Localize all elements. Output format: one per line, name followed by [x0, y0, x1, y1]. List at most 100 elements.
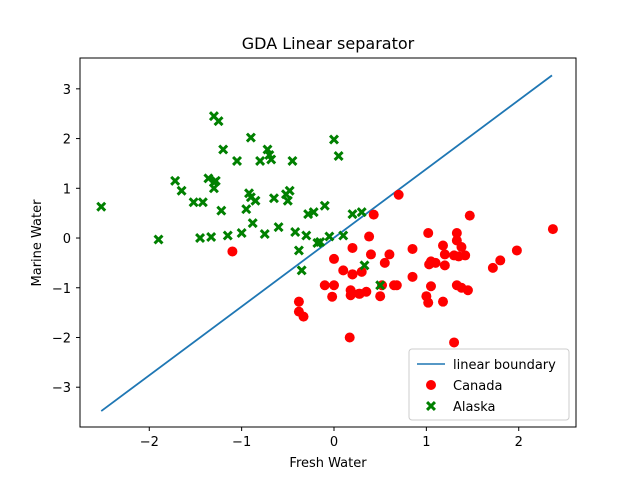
canada-point	[423, 297, 434, 308]
canada-point	[347, 269, 358, 280]
y-tick-label: 1	[63, 182, 71, 197]
alaska-point	[266, 154, 277, 165]
chart-title: GDA Linear separator	[242, 34, 415, 53]
alaska-point	[218, 144, 229, 155]
canada-point	[439, 249, 450, 260]
alaska-point	[329, 134, 339, 145]
legend-label-canada: Canada	[453, 379, 502, 394]
y-tick-label: 0	[63, 232, 71, 247]
y-axis: −3 −2 −1 0 1 2 3	[52, 83, 80, 396]
alaska-point	[356, 207, 367, 218]
canada-point	[293, 296, 304, 307]
canada-point	[449, 250, 460, 261]
canada-point	[338, 265, 349, 276]
data-layer	[96, 74, 558, 412]
canada-point	[298, 311, 309, 322]
alaska-point	[236, 228, 247, 239]
legend: linear boundary Canada Alaska	[408, 348, 570, 421]
canada-point	[319, 280, 330, 291]
alaska-point	[216, 205, 227, 216]
alaska-point	[273, 222, 284, 233]
canada-point	[451, 228, 462, 239]
canada-point	[425, 281, 436, 292]
alaska-point	[176, 185, 187, 196]
canada-point	[439, 260, 450, 271]
x-tick-label: 2	[515, 435, 523, 450]
canada-point	[329, 280, 340, 291]
alaska-point	[210, 175, 221, 186]
canada-point	[361, 286, 372, 297]
alaska-point	[170, 175, 181, 186]
canada-point	[393, 189, 404, 200]
canada-point	[437, 240, 448, 251]
alaska-point	[359, 260, 370, 271]
x-tick-label: 1	[422, 435, 430, 450]
canada-point	[407, 243, 418, 254]
canada-point	[460, 250, 471, 261]
alaska-point	[96, 201, 107, 212]
canada-point	[423, 228, 434, 239]
canada-point	[327, 291, 338, 302]
alaska-point	[375, 280, 386, 291]
alaska-point	[301, 230, 312, 241]
canada-point	[547, 224, 558, 235]
alaska-point	[347, 209, 358, 220]
alaska-point	[153, 234, 164, 245]
canada-point	[364, 231, 375, 242]
alaska-point	[195, 233, 206, 244]
alaska-point	[333, 150, 344, 161]
alaska-point	[208, 183, 219, 194]
alaska-point	[213, 116, 224, 127]
alaska-point	[255, 155, 266, 166]
legend-label-boundary: linear boundary	[453, 358, 556, 373]
alaska-point	[259, 229, 270, 240]
canada-point	[495, 255, 506, 266]
legend-marker-canada	[426, 380, 436, 390]
canada-point	[344, 332, 355, 343]
alaska-point	[222, 230, 233, 241]
alaska-point	[188, 197, 199, 208]
alaska-point	[245, 132, 256, 143]
canada-point	[407, 271, 418, 282]
canada-point	[511, 245, 522, 256]
canada-point	[356, 266, 367, 277]
canada-point	[451, 235, 462, 246]
canada-point	[345, 290, 356, 301]
alaska-point	[282, 195, 293, 206]
alaska-point	[308, 207, 319, 218]
y-axis-label: Marine Water	[30, 199, 45, 287]
canada-point	[449, 337, 460, 348]
canada-point	[379, 257, 390, 268]
alaska-point	[296, 265, 307, 276]
canada-point	[462, 285, 473, 296]
alaska-point	[247, 218, 258, 229]
alaska-point	[319, 200, 330, 211]
canada-point	[487, 262, 498, 273]
x-axis: −2 −1 0 1 2	[140, 427, 523, 450]
y-tick-label: −1	[52, 282, 71, 297]
y-tick-label: −2	[52, 331, 71, 346]
x-tick-label: 0	[330, 435, 338, 450]
alaska-point	[197, 197, 208, 208]
alaska-point	[284, 185, 295, 196]
canada-point	[464, 210, 475, 221]
canada-point	[227, 246, 238, 257]
alaska-point	[268, 193, 279, 204]
canada-point	[329, 253, 340, 264]
y-tick-label: 3	[63, 83, 71, 98]
legend-label-alaska: Alaska	[453, 400, 496, 415]
canada-point	[375, 291, 386, 302]
canada-point	[368, 209, 379, 220]
alaska-point	[324, 231, 335, 242]
x-tick-label: −1	[232, 435, 251, 450]
alaska-point	[287, 155, 298, 166]
canada-point	[347, 242, 358, 253]
y-tick-label: 2	[63, 133, 71, 148]
alaska-point	[293, 245, 304, 256]
legend-marker-alaska	[426, 401, 436, 411]
alaska-point	[241, 204, 252, 215]
alaska-point	[232, 155, 243, 166]
canada-point	[365, 249, 376, 260]
x-axis-label: Fresh Water	[289, 456, 367, 471]
